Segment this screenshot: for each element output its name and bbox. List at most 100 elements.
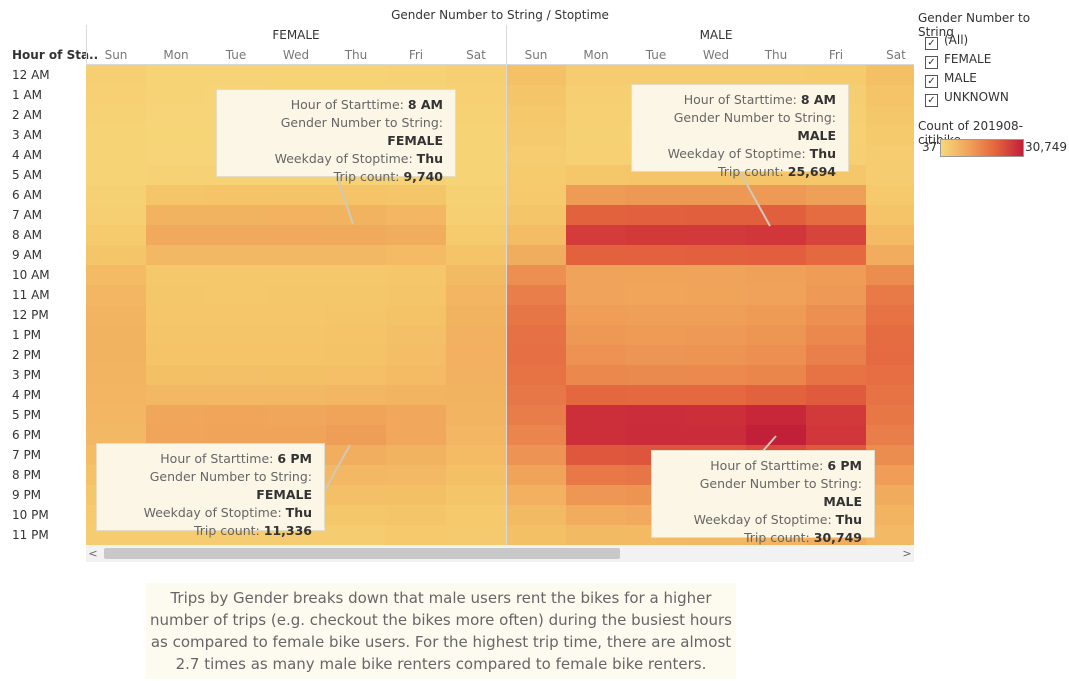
heatmap-cell[interactable] <box>386 425 446 445</box>
heatmap-cell[interactable] <box>566 85 626 105</box>
heatmap-cell[interactable] <box>566 385 626 405</box>
heatmap-cell[interactable] <box>506 105 566 125</box>
heatmap-cell[interactable] <box>326 225 386 245</box>
heatmap-cell[interactable] <box>566 425 626 445</box>
heatmap-cell[interactable] <box>566 285 626 305</box>
heatmap-cell[interactable] <box>566 345 626 365</box>
heatmap-cell[interactable] <box>386 505 446 525</box>
heatmap-cell[interactable] <box>266 265 326 285</box>
heatmap-cell[interactable] <box>326 425 386 445</box>
heatmap-cell[interactable] <box>806 205 866 225</box>
heatmap-cell[interactable] <box>506 345 566 365</box>
heatmap-cell[interactable] <box>86 385 146 405</box>
heatmap-cell[interactable] <box>566 525 626 545</box>
heatmap-cell[interactable] <box>386 285 446 305</box>
heatmap-cell[interactable] <box>446 265 506 285</box>
heatmap-cell[interactable] <box>386 445 446 465</box>
heatmap-cell[interactable] <box>386 225 446 245</box>
heatmap-cell[interactable] <box>746 65 806 85</box>
heatmap-cell[interactable] <box>146 305 206 325</box>
heatmap-cell[interactable] <box>746 245 806 265</box>
heatmap-cell[interactable] <box>566 105 626 125</box>
heatmap-cell[interactable] <box>506 285 566 305</box>
heatmap-cell[interactable] <box>146 385 206 405</box>
heatmap-cell[interactable] <box>506 505 566 525</box>
heatmap-cell[interactable] <box>866 205 914 225</box>
heatmap-cell[interactable] <box>146 225 206 245</box>
heatmap-cell[interactable] <box>86 285 146 305</box>
heatmap-cell[interactable] <box>86 245 146 265</box>
filter-item-male[interactable]: ✓ MALE <box>925 71 977 88</box>
heatmap-cell[interactable] <box>506 445 566 465</box>
heatmap-cell[interactable] <box>146 65 206 85</box>
heatmap-cell[interactable] <box>506 365 566 385</box>
heatmap-cell[interactable] <box>506 385 566 405</box>
heatmap-cell[interactable] <box>446 525 506 545</box>
heatmap-cell[interactable] <box>506 405 566 425</box>
heatmap-cell[interactable] <box>266 225 326 245</box>
heatmap-cell[interactable] <box>686 305 746 325</box>
heatmap-cell[interactable] <box>686 385 746 405</box>
heatmap-cell[interactable] <box>626 65 686 85</box>
heatmap-cell[interactable] <box>206 285 266 305</box>
heatmap-cell[interactable] <box>326 245 386 265</box>
heatmap-cell[interactable] <box>566 165 626 185</box>
heatmap-cell[interactable] <box>866 145 914 165</box>
scroll-left-arrow-icon[interactable]: < <box>88 547 98 560</box>
heatmap-cell[interactable] <box>86 185 146 205</box>
heatmap-cell[interactable] <box>146 185 206 205</box>
heatmap-cell[interactable] <box>626 205 686 225</box>
heatmap-cell[interactable] <box>266 365 326 385</box>
heatmap-cell[interactable] <box>626 245 686 265</box>
heatmap-cell[interactable] <box>806 305 866 325</box>
heatmap-cell[interactable] <box>806 265 866 285</box>
heatmap-cell[interactable] <box>146 285 206 305</box>
heatmap-cell[interactable] <box>506 185 566 205</box>
heatmap-cell[interactable] <box>446 105 506 125</box>
heatmap-cell[interactable] <box>866 65 914 85</box>
heatmap-cell[interactable] <box>746 285 806 305</box>
heatmap-cell[interactable] <box>266 425 326 445</box>
heatmap-cell[interactable] <box>446 205 506 225</box>
heatmap-cell[interactable] <box>86 265 146 285</box>
heatmap-cell[interactable] <box>146 125 206 145</box>
heatmap-cell[interactable] <box>326 305 386 325</box>
heatmap-cell[interactable] <box>206 365 266 385</box>
heatmap-cell[interactable] <box>86 345 146 365</box>
heatmap-cell[interactable] <box>566 465 626 485</box>
heatmap-cell[interactable] <box>866 325 914 345</box>
heatmap-cell[interactable] <box>386 465 446 485</box>
heatmap-cell[interactable] <box>446 325 506 345</box>
heatmap-cell[interactable] <box>266 65 326 85</box>
heatmap-cell[interactable] <box>206 425 266 445</box>
heatmap-cell[interactable] <box>86 205 146 225</box>
heatmap-cell[interactable] <box>506 125 566 145</box>
heatmap-cell[interactable] <box>146 345 206 365</box>
heatmap-cell[interactable] <box>806 325 866 345</box>
heatmap-cell[interactable] <box>866 405 914 425</box>
heatmap-cell[interactable] <box>566 365 626 385</box>
heatmap-cell[interactable] <box>866 365 914 385</box>
heatmap-cell[interactable] <box>446 225 506 245</box>
heatmap-cell[interactable] <box>626 345 686 365</box>
heatmap-cell[interactable] <box>566 145 626 165</box>
heatmap-cell[interactable] <box>206 245 266 265</box>
heatmap-cell[interactable] <box>866 525 914 545</box>
checkbox-checked-icon[interactable]: ✓ <box>925 37 938 50</box>
heatmap-cell[interactable] <box>86 325 146 345</box>
heatmap-cell[interactable] <box>506 525 566 545</box>
heatmap-cell[interactable] <box>266 285 326 305</box>
checkbox-checked-icon[interactable]: ✓ <box>925 75 938 88</box>
heatmap-cell[interactable] <box>86 165 146 185</box>
heatmap-cell[interactable] <box>206 305 266 325</box>
heatmap-cell[interactable] <box>146 405 206 425</box>
heatmap-cell[interactable] <box>146 425 206 445</box>
heatmap-cell[interactable] <box>806 345 866 365</box>
heatmap-cell[interactable] <box>446 365 506 385</box>
heatmap-cell[interactable] <box>206 405 266 425</box>
filter-item-female[interactable]: ✓ FEMALE <box>925 52 991 69</box>
heatmap-cell[interactable] <box>626 385 686 405</box>
heatmap-cell[interactable] <box>266 325 326 345</box>
heatmap-cell[interactable] <box>266 405 326 425</box>
heatmap-cell[interactable] <box>566 305 626 325</box>
